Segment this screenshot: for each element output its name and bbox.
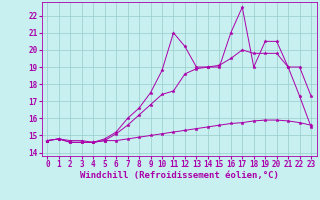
X-axis label: Windchill (Refroidissement éolien,°C): Windchill (Refroidissement éolien,°C) bbox=[80, 171, 279, 180]
